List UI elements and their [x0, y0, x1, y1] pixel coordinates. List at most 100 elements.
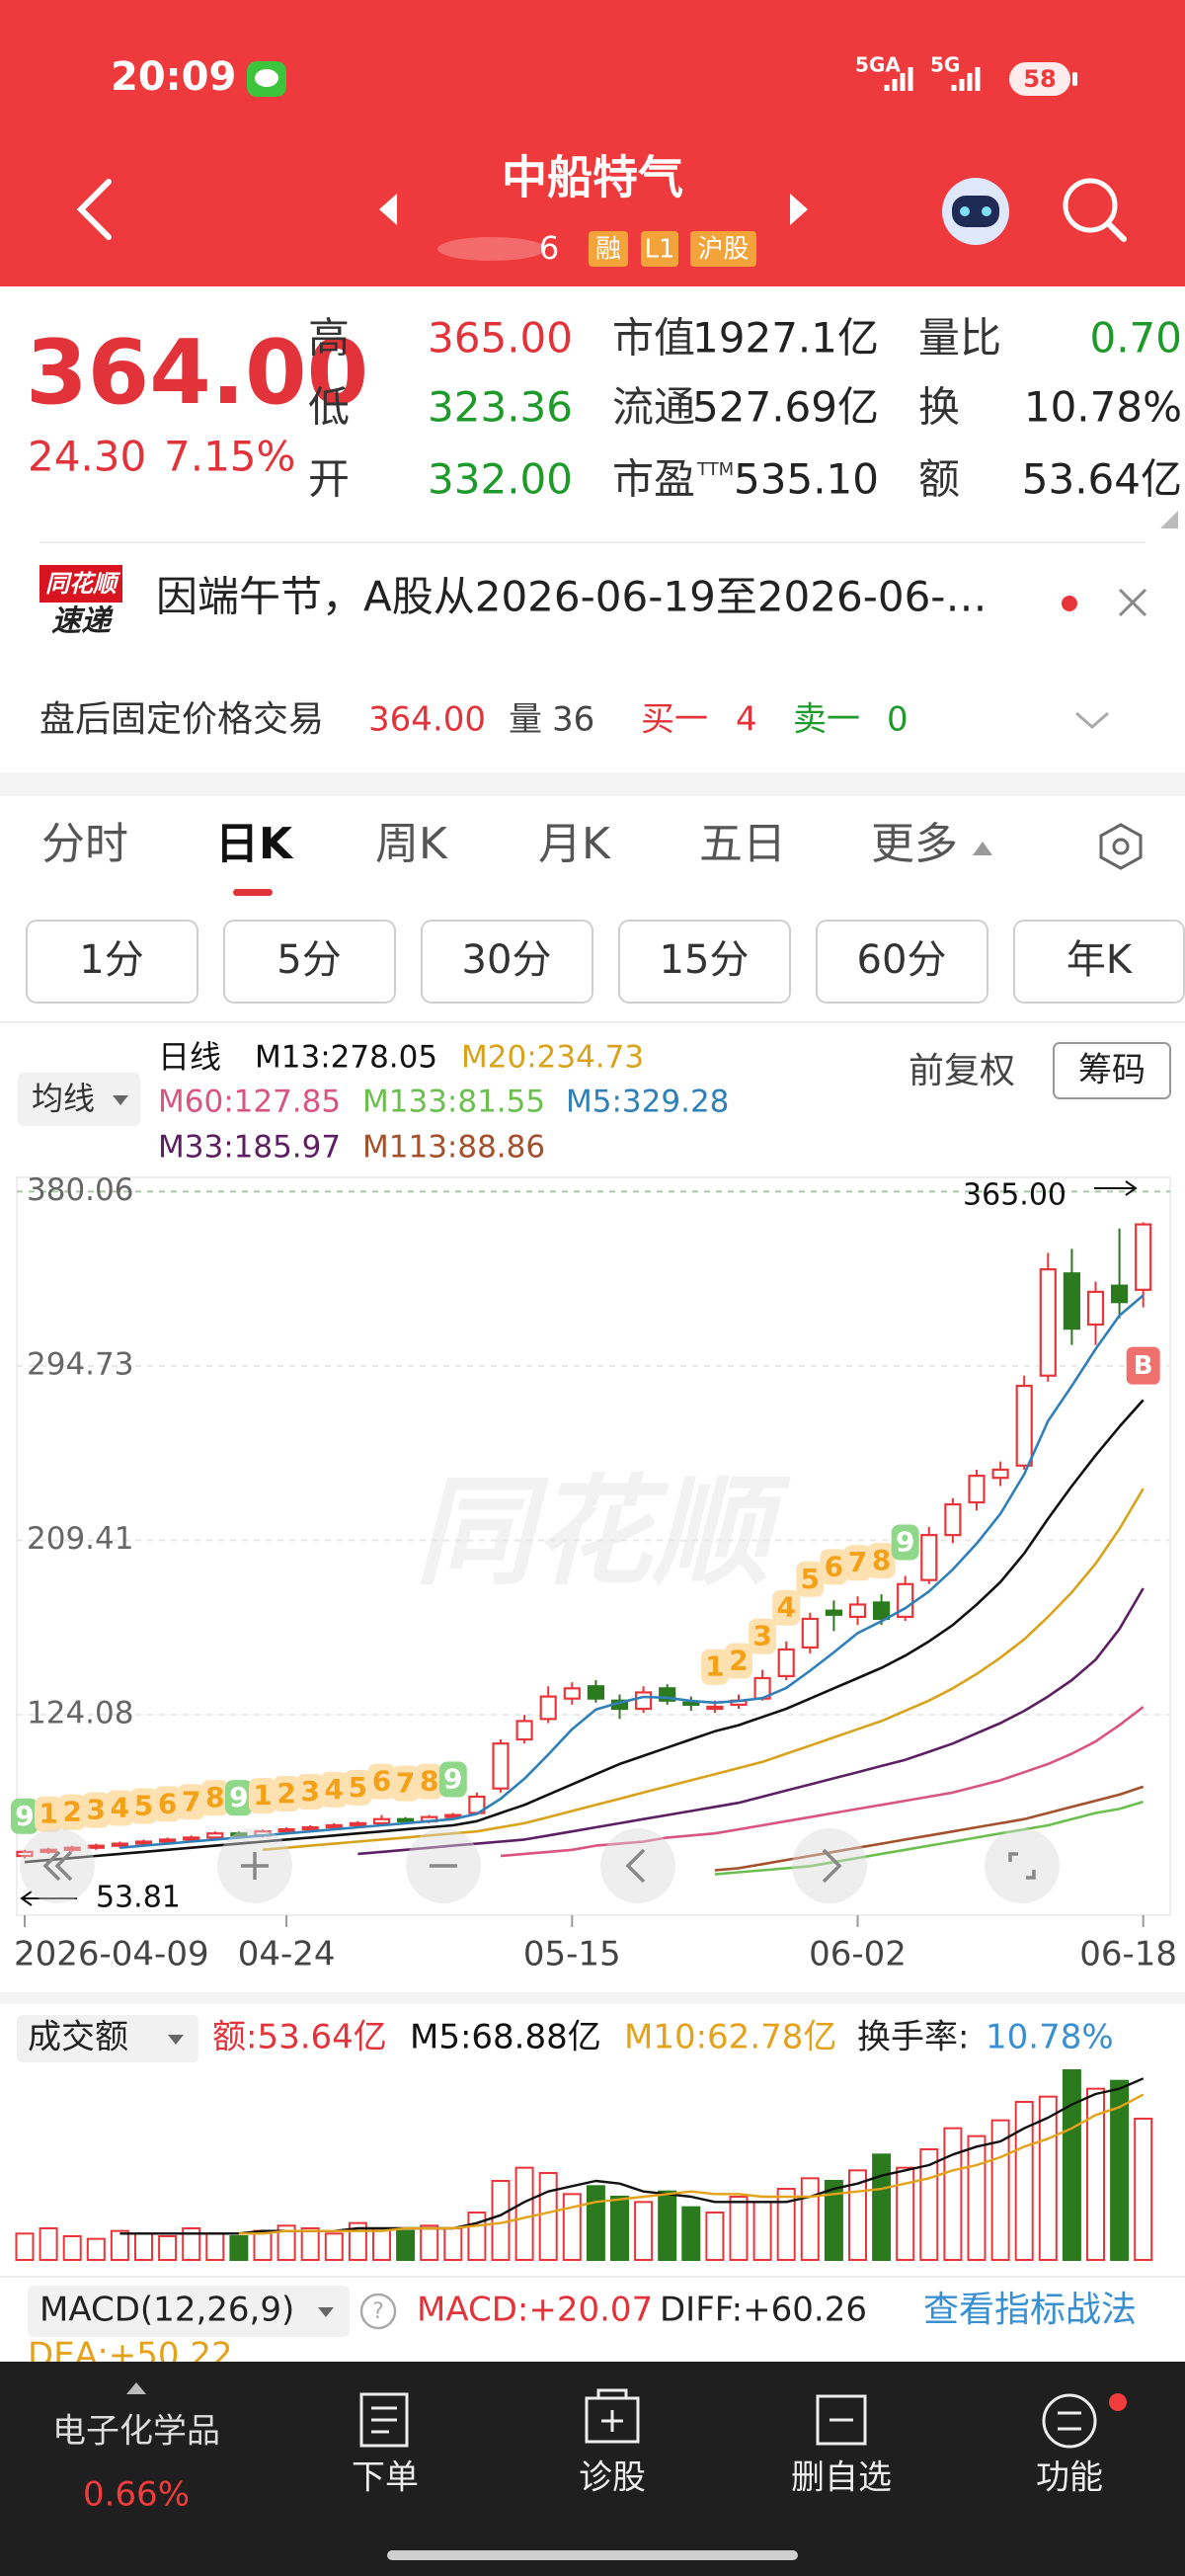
- bid-label: 买一: [641, 700, 708, 740]
- tab[interactable]: 周K: [375, 819, 448, 869]
- tab[interactable]: 月K: [538, 819, 611, 869]
- notice-text[interactable]: 因端午节，A股从2026-06-19至2026-06-…: [156, 573, 987, 621]
- overlay-button[interactable]: [985, 1828, 1060, 1903]
- unread-dot: [1062, 596, 1077, 611]
- volume-bar: [776, 2188, 796, 2261]
- help-icon[interactable]: [359, 2293, 397, 2330]
- function-icon: [1042, 2393, 1097, 2449]
- td-badge: [129, 1788, 158, 1824]
- overlay-button[interactable]: [792, 1828, 867, 1903]
- volume-title: 成交额: [28, 2018, 128, 2057]
- x-tick-label: 05-15: [523, 1935, 621, 1974]
- stat-value: 365.00: [428, 314, 573, 362]
- after-hours-label: 盘后固定价格交易: [40, 699, 324, 740]
- candle-body: [16, 1850, 34, 1858]
- candle-body: [1135, 1223, 1152, 1291]
- badge-text: 速递: [51, 604, 114, 639]
- volume-bar: [800, 2177, 820, 2261]
- nav-label[interactable]: 功能: [1036, 2458, 1103, 2498]
- stat-label: 额: [918, 455, 960, 504]
- signal-bars: [951, 67, 981, 91]
- candle-body: [349, 1821, 366, 1827]
- period-button[interactable]: [816, 920, 988, 1004]
- td-count: 7: [396, 1767, 415, 1800]
- stat-value: 332.00: [428, 455, 573, 504]
- function-lines: [1058, 2411, 1081, 2431]
- candle-body: [492, 1742, 510, 1790]
- stat-value: 1927.1亿: [692, 314, 879, 362]
- tab[interactable]: 日K: [215, 819, 294, 869]
- stat-label: 高: [308, 314, 350, 362]
- volume-bar: [514, 2166, 534, 2262]
- td-badge: [35, 1796, 63, 1832]
- candle-body: [897, 1582, 914, 1618]
- td-count: 7: [182, 1785, 200, 1817]
- after-hours-volume: 36: [552, 700, 594, 740]
- signal-bars: [884, 67, 913, 91]
- nav-label[interactable]: 诊股: [579, 2458, 646, 2498]
- battery: [1009, 62, 1070, 96]
- x-tick-label: 06-02: [809, 1935, 907, 1974]
- adjust-label[interactable]: 前复权: [908, 1051, 1015, 1091]
- expand-chevron[interactable]: [1075, 711, 1109, 729]
- code-mask: [437, 237, 546, 261]
- td-count: 4: [111, 1792, 129, 1824]
- ma-line: [500, 1706, 1145, 1858]
- indicator-label: 均线: [32, 1080, 95, 1117]
- td-badge: [153, 1786, 182, 1822]
- candle-body: [944, 1502, 962, 1537]
- nav-label[interactable]: 下单: [352, 2458, 419, 2498]
- macd-title: MACD(12,26,9): [40, 2291, 294, 2330]
- section-gap: [0, 1992, 1185, 2004]
- period-button[interactable]: [223, 920, 396, 1004]
- battery-level: 58: [1023, 65, 1056, 93]
- y-tick-label: 294.73: [27, 1346, 133, 1382]
- overlay-button[interactable]: [600, 1828, 675, 1903]
- tab[interactable]: 更多: [871, 819, 958, 869]
- chips-button[interactable]: [1053, 1042, 1171, 1099]
- search-icon[interactable]: [1063, 178, 1118, 233]
- period-button[interactable]: [421, 920, 593, 1004]
- nav-label[interactable]: 删自选: [791, 2458, 892, 2498]
- period-button[interactable]: [618, 920, 791, 1004]
- next-stock[interactable]: [790, 194, 808, 225]
- high-arrow: [1094, 1180, 1138, 1196]
- overlay-icons: [42, 1848, 1036, 1884]
- prev-stock[interactable]: [379, 194, 397, 225]
- td-count: 7: [848, 1546, 867, 1578]
- stat-label: 量比: [918, 314, 1001, 362]
- candle-body: [587, 1685, 605, 1700]
- td-badge: [200, 1780, 229, 1816]
- close-notice[interactable]: [1118, 588, 1147, 617]
- period-button[interactable]: [26, 920, 198, 1004]
- signal-label: B: [1134, 1351, 1153, 1381]
- badge-text: 同花顺: [45, 570, 121, 598]
- volume-select[interactable]: [17, 2015, 198, 2062]
- candle-body: [825, 1609, 843, 1616]
- indicator-select[interactable]: [18, 1073, 140, 1126]
- settings-icon[interactable]: [1099, 823, 1143, 870]
- ask-label: 卖一: [793, 700, 860, 740]
- sector-name[interactable]: 电子化学品: [52, 2412, 220, 2452]
- volume-bar: [372, 2227, 391, 2261]
- td-badge: [700, 1649, 729, 1685]
- candle-body: [444, 1813, 462, 1818]
- strategy-link[interactable]: 查看指标战法: [923, 2290, 1137, 2330]
- period-label: 15分: [660, 937, 750, 983]
- turnover-label: 换手率:: [857, 2018, 969, 2057]
- expand-corner[interactable]: [1160, 511, 1178, 528]
- volume-bar: [491, 2180, 511, 2261]
- tab[interactable]: 五日: [699, 819, 786, 869]
- td-count: 8: [205, 1781, 224, 1813]
- period-button[interactable]: [1013, 920, 1185, 1004]
- order-icon: [359, 2392, 409, 2448]
- assistant-face: [952, 196, 999, 227]
- tab[interactable]: 分时: [41, 819, 128, 869]
- macd-select[interactable]: [28, 2286, 350, 2337]
- search-handle: [1105, 220, 1127, 242]
- back-button[interactable]: [76, 179, 112, 240]
- volume-bar: [420, 2224, 439, 2261]
- td-badge: [344, 1769, 372, 1806]
- stat-suffix: TTM: [696, 459, 734, 480]
- candle-body: [968, 1475, 986, 1504]
